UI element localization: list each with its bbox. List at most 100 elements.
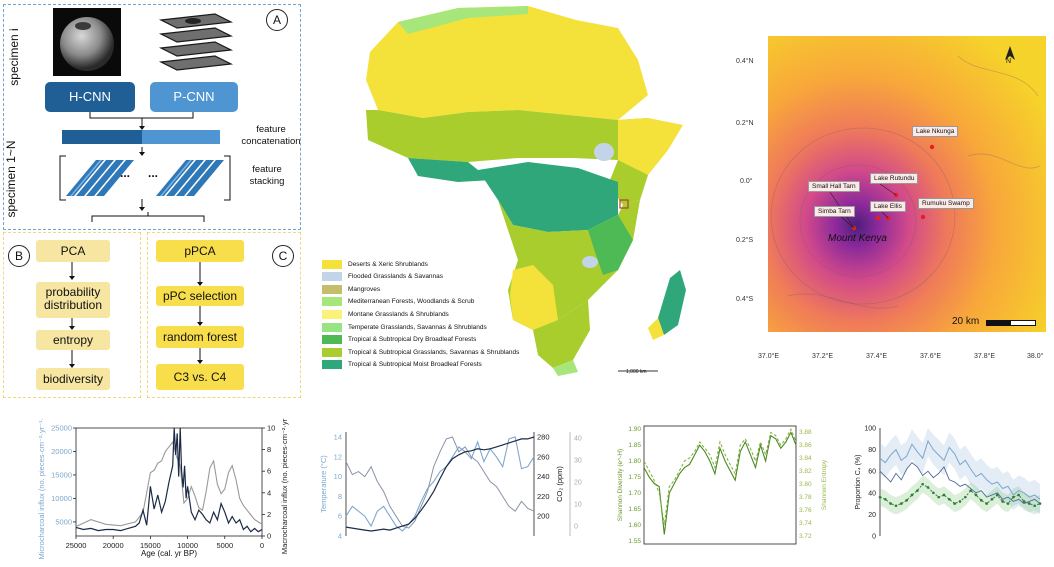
- y-axis-label: Temperature (°C): [319, 455, 328, 513]
- y2-tick-label: 200: [537, 512, 550, 521]
- africa-map: [366, 6, 686, 376]
- series-co2-line: [345, 436, 535, 532]
- y-tick-label: 5000: [55, 517, 72, 526]
- step-biodiversity: biodiversity: [36, 368, 110, 390]
- y-axis-label: Shannon Diversity (e^-H): [617, 449, 624, 521]
- legend-item-montane: Montane Grasslands & Shrublands: [322, 308, 449, 320]
- step-c3-vs-c4: C3 vs. C4: [156, 364, 244, 390]
- pcnn-box: P-CNN: [150, 82, 238, 112]
- green-point: [1017, 493, 1020, 497]
- legend-item-flooded: Flooded Grasslands & Savannas: [322, 271, 443, 283]
- panel-b-letter: B: [8, 245, 30, 267]
- y-tick-label: 8: [338, 492, 342, 501]
- step-ppc-selection: pPC selection: [156, 286, 244, 306]
- y2-tick-label: 4: [267, 488, 271, 497]
- shannon-chart: 1.55 1.60 1.65 1.70 1.75 1.80 1.85 1.90 3.72 3.74…: [617, 425, 828, 545]
- y2-axis-label: Macrocharcoal influx (no. pieces·cm⁻²·yr…: [280, 418, 289, 554]
- series-band-blue: [880, 428, 1040, 515]
- green-point: [996, 493, 999, 497]
- y-axis-label: Microcharcoal influx (no. pieces·cm⁻²·yr…: [37, 418, 46, 560]
- y2-tick-label: 3.76: [799, 507, 812, 514]
- lat-tick: 0.0°: [740, 178, 753, 185]
- green-point: [889, 502, 892, 505]
- green-point: [1033, 504, 1036, 508]
- workflow-connectors: [59, 112, 231, 368]
- y-tick-label: 12: [334, 452, 342, 461]
- series-dark-line: [879, 461, 1041, 505]
- series-blue-line: [879, 439, 1041, 500]
- lat-tick: 0.4°N: [736, 58, 754, 65]
- charcoal-chart: 25000 20000 15000 10000 5000 0 5000 10000 15000 2…: [37, 418, 289, 560]
- y2-tick-label: 280: [537, 432, 550, 441]
- biome-legend: Deserts & Xeric Shrublands Flooded Grass…: [322, 258, 542, 373]
- y-tick-label: 25000: [51, 424, 72, 433]
- y-tick-label: 1.75: [628, 474, 641, 481]
- y-tick-label: 40: [868, 490, 876, 497]
- y2-tick-label: 3.82: [799, 468, 812, 475]
- legend-item-tropical-grasslands: Tropical & Subtropical Grasslands, Savan…: [322, 346, 519, 358]
- y-tick-label: 6: [338, 512, 342, 521]
- legend-item-deserts: Deserts & Xeric Shrublands: [322, 258, 428, 270]
- green-point: [884, 497, 887, 501]
- site-small-hall-tarn: Small Hall Tarn: [808, 181, 860, 192]
- step-random-forest: random forest: [156, 326, 244, 348]
- green-point: [974, 493, 978, 497]
- y2-tick-label: 3.78: [799, 494, 812, 501]
- series-temperature-line-2: [345, 436, 535, 529]
- legend-item-temperate: Temperate Grasslands, Savannas & Shrubla…: [322, 321, 487, 333]
- y-tick-label: 10: [334, 472, 342, 481]
- green-point: [921, 482, 924, 486]
- series-macrocharcoal-line: [75, 427, 263, 533]
- y3-tick-label: 30: [574, 458, 582, 465]
- pcnn-label: P-CNN: [173, 89, 215, 104]
- kenya-map-panel: Lake Nkunga Lake Rutundu Small Hall Tarn…: [730, 20, 1050, 370]
- stack-dots-left: ...: [120, 166, 131, 180]
- lon-tick: 37.0°E: [758, 353, 780, 360]
- kenya-sites-markers: [829, 46, 1015, 231]
- y2-tick-label: 10: [267, 424, 275, 433]
- site-simba-tarn: Simba Tarn: [814, 206, 855, 217]
- green-point: [1012, 495, 1015, 499]
- panel-c-letter: C: [272, 245, 294, 267]
- feature-bar-dark: [62, 130, 142, 144]
- legend-item-mangroves: Mangroves: [322, 283, 380, 295]
- c4-proportion-chart: 0 20 40 60 80 100 Proportion C₄ (%): [855, 426, 1042, 541]
- y2-axis-label: CO₂ (ppm): [555, 466, 564, 502]
- green-point: [1028, 502, 1031, 505]
- africa-map-panel: 1,000 km Deserts & Xeric Shrublands Floo…: [318, 0, 728, 385]
- green-point: [985, 502, 988, 505]
- y2-tick-label: 3.72: [799, 533, 812, 540]
- green-point: [932, 491, 935, 495]
- site-lake-rutundu: Lake Rutundu: [870, 173, 919, 184]
- green-point: [964, 495, 967, 499]
- workflow-figure: A B C specimen i specimen 1~N: [0, 0, 305, 400]
- lat-tick: 0.4°S: [736, 296, 754, 303]
- series-entropy-line: [643, 428, 797, 525]
- x-tick-label: 10000: [177, 541, 198, 550]
- lon-tick: 37.2°E: [812, 353, 834, 360]
- y2-tick-label: 2: [267, 510, 271, 519]
- green-point: [969, 489, 972, 492]
- y-axis-label: Proportion C₄ (%): [855, 455, 862, 510]
- green-point: [894, 504, 898, 508]
- y-tick-label: 1.70: [628, 490, 641, 497]
- site-lake-nkunga: Lake Nkunga: [912, 126, 959, 137]
- y-tick-label: 1.90: [628, 426, 641, 433]
- series-microcharcoal-line: [75, 440, 263, 528]
- y2-tick-label: 3.84: [799, 455, 812, 462]
- x-axis-label: Age (cal. yr BP): [141, 549, 197, 558]
- feature-concat-label: feature concatenation: [241, 124, 301, 147]
- y-tick-label: 10000: [51, 494, 72, 503]
- x-tick-label: 25000: [66, 541, 87, 550]
- y3-tick-label: 10: [574, 502, 582, 509]
- series-diversity-line: [643, 431, 797, 535]
- y2-tick-label: 240: [537, 472, 550, 481]
- pollen-sem-image: [53, 8, 121, 76]
- legend-item-mediterranean: Mediterranean Forests, Woodlands & Scrub: [322, 296, 474, 308]
- y-tick-label: 1.85: [628, 442, 641, 449]
- africa-scale-label: 1,000 km: [626, 369, 647, 375]
- y2-tick-label: 3.74: [799, 520, 812, 527]
- lon-tick: 37.4°E: [866, 353, 888, 360]
- panel-b-frame: [3, 232, 141, 398]
- green-point: [1022, 500, 1026, 503]
